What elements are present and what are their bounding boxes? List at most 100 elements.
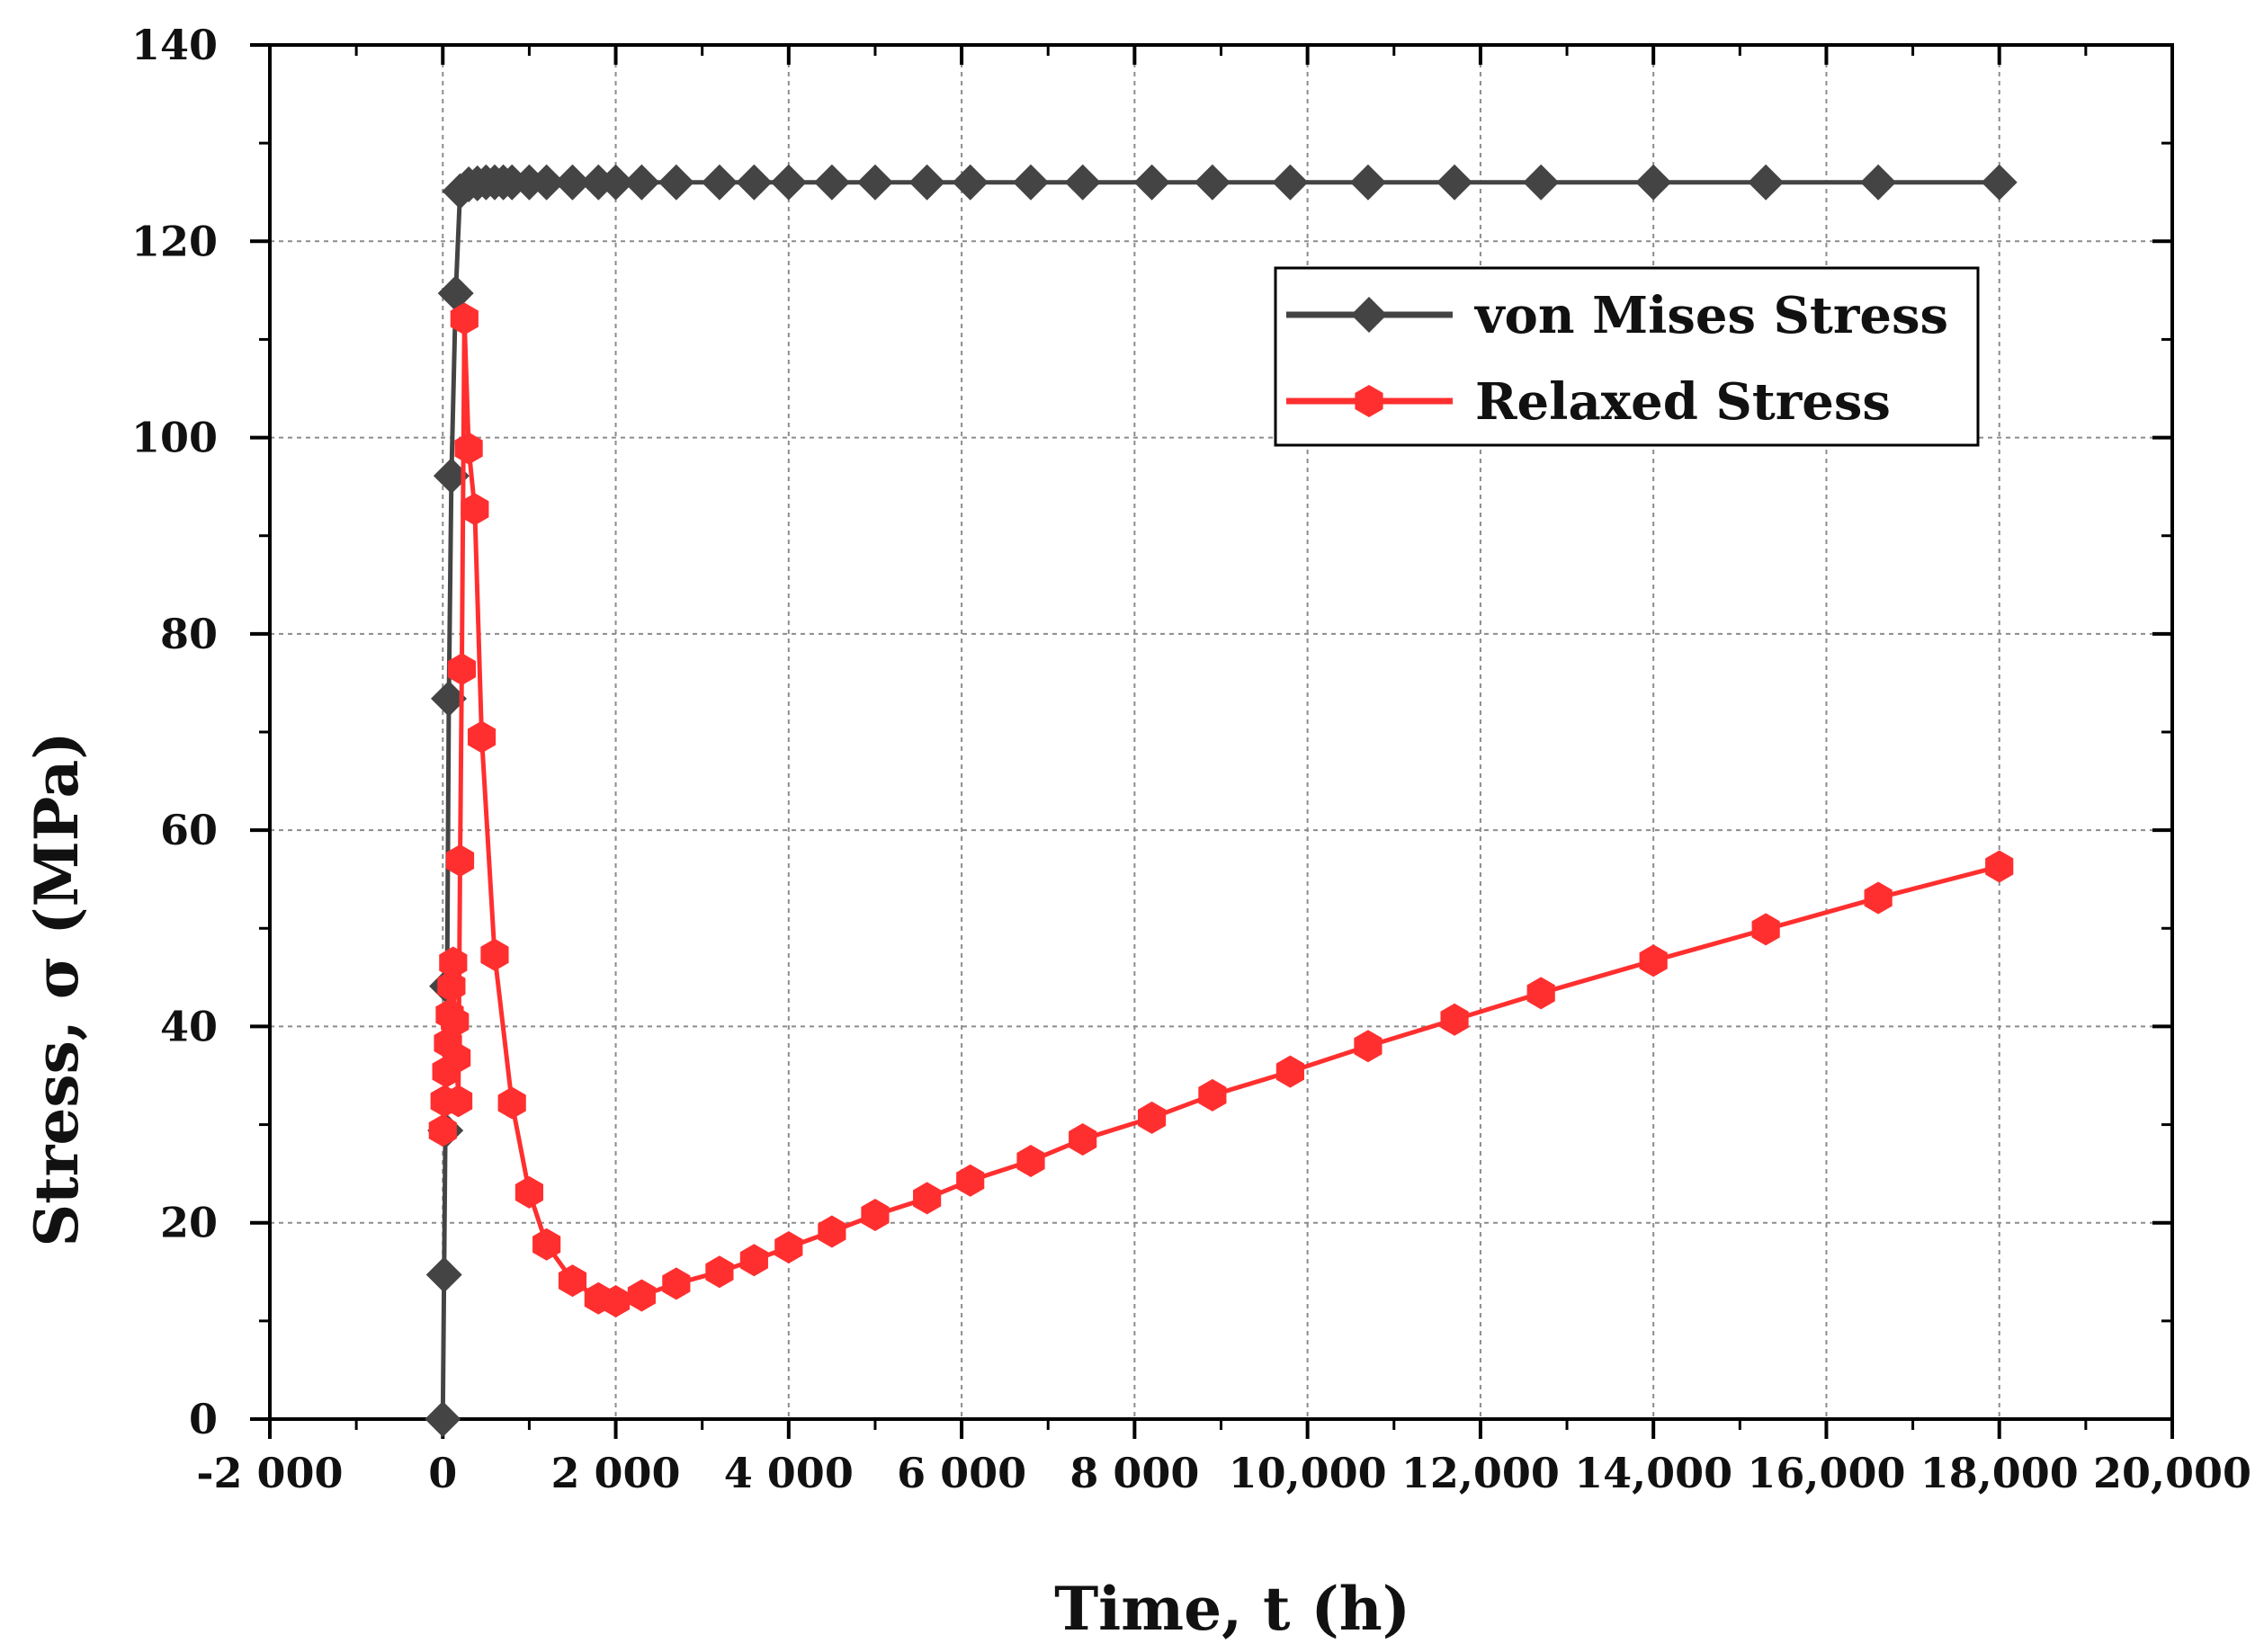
data-point [701,164,738,201]
data-point [1138,1101,1167,1134]
data-point [558,1264,587,1298]
data-point [445,844,475,877]
data-point [1198,1078,1227,1112]
data-point [908,164,945,201]
legend-marker-von-mises [1351,297,1387,333]
y-tick-label: 140 [131,21,218,69]
x-tick-label: 4 000 [724,1449,854,1497]
data-point [443,1085,473,1118]
data-point [532,1228,561,1261]
data-point [913,1182,942,1215]
legend-marker-relaxed-stress [1355,385,1383,417]
axes: -2 000 0 2 000 4 000 6 000 8 000 10,000 12,000 1… [131,21,2251,1497]
data-point [861,1198,890,1231]
data-point [956,1164,985,1197]
y-tick-label: 20 [160,1199,218,1247]
legend-marker-shape [1351,297,1387,333]
data-point [528,164,565,201]
data-point [952,164,989,201]
x-tick-label: 18,000 [1920,1449,2079,1497]
x-tick-label: 20,000 [2093,1449,2251,1497]
data-point [554,164,591,201]
data-point [774,1231,803,1264]
data-point [770,164,807,201]
data-point [658,164,694,201]
legend: von Mises Stress Relaxed Stress [1274,266,1980,447]
data-point [439,946,468,979]
series-0 [425,164,2018,1437]
x-tick-label: 12,000 [1401,1449,1560,1497]
data-point [601,1285,631,1318]
data-point [1440,1003,1469,1036]
data-point [437,969,466,1003]
y-tick-label: 100 [131,414,218,462]
data-point [454,432,483,465]
y-tick-label: 120 [131,217,218,265]
data-point [1864,881,1893,915]
data-point [1194,164,1230,201]
data-point [450,302,479,335]
data-point [705,1255,734,1289]
x-tick-label: 16,000 [1747,1449,1905,1497]
x-tick-label: 6 000 [897,1449,1026,1497]
data-point [433,458,470,495]
data-point [1639,944,1668,978]
data-point [1069,1122,1097,1156]
data-point [1751,913,1780,946]
data-point [1064,164,1101,201]
data-point [467,720,497,754]
data-point [1354,1030,1383,1063]
data-point [813,164,850,201]
legend-label-von-mises: von Mises Stress [1473,286,1948,345]
data-point [447,653,477,686]
legend-marker-shape [1355,385,1383,417]
y-axis-title: Stress, σ (MPa) [22,732,92,1247]
data-point [1275,1055,1304,1088]
data-point [443,1041,471,1075]
data-point [1526,977,1555,1010]
data-point [1272,164,1309,201]
data-point [515,1175,543,1209]
x-tick-label: 0 [428,1449,457,1497]
series-line [440,317,2000,1304]
x-tick-label: 8 000 [1069,1449,1199,1497]
data-point [437,275,474,312]
y-tick-label: 60 [160,806,218,854]
data-point [461,493,489,526]
data-point [425,1256,462,1293]
data-point [856,164,893,201]
data-point [1981,164,2018,201]
data-point [1436,164,1473,201]
x-tick-label: 2 000 [551,1449,681,1497]
data-point [662,1267,691,1300]
plot-frame [268,43,2174,1421]
data-point [818,1215,846,1248]
grid-lines [270,45,2172,1419]
data-point [1985,850,2014,883]
y-tick-label: 80 [160,610,218,658]
x-tick-label: -2 000 [196,1449,343,1497]
data-point [736,164,773,201]
data-point [1635,164,1672,201]
data-point [1748,164,1785,201]
data-point [739,1244,768,1277]
legend-frame [1274,266,1980,447]
legend-label-relaxed-stress: Relaxed Stress [1475,372,1891,432]
data-point [497,1086,526,1120]
data-point [1013,164,1049,201]
y-tick-label: 0 [189,1395,218,1443]
data-point [597,164,634,201]
data-point [431,680,468,717]
data-point [627,1279,656,1312]
data-point [428,1114,457,1147]
data-point [441,1005,470,1038]
x-axis-title: Time, t (h) [1054,1574,1410,1644]
data-series [425,164,2018,1437]
data-point [480,938,509,971]
data-point [623,164,660,201]
data-point [1349,164,1386,201]
x-tick-label: 10,000 [1229,1449,1387,1497]
data-point [425,1401,461,1437]
data-point [1133,164,1170,201]
